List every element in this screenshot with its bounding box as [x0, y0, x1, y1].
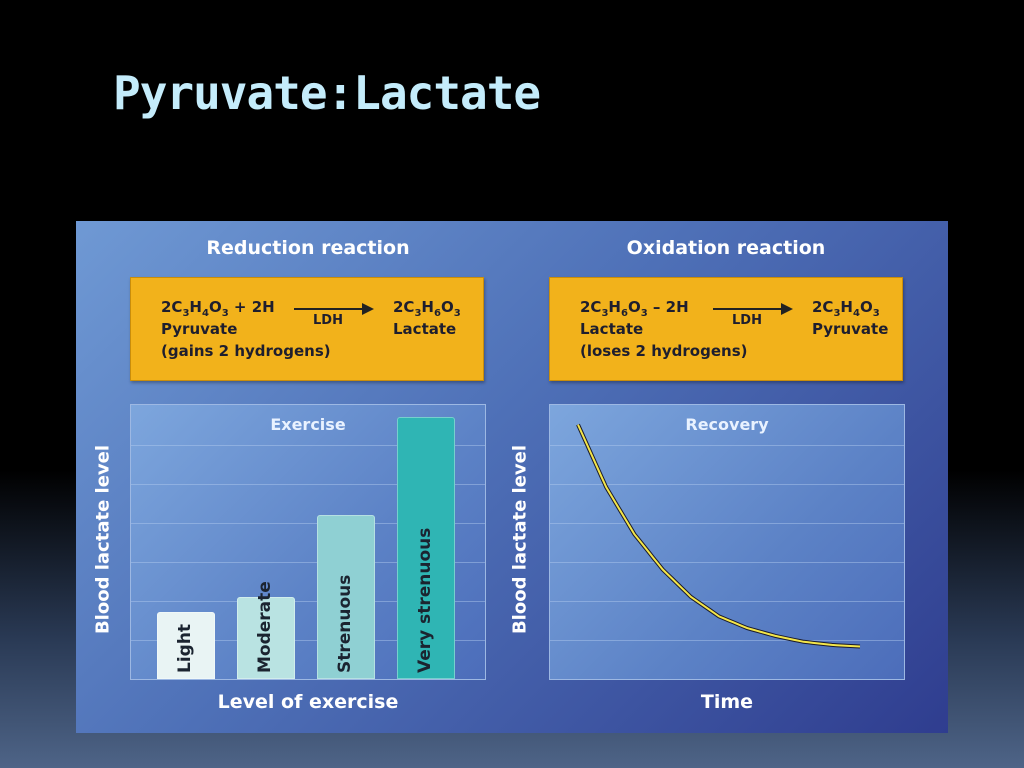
grid-line: [131, 523, 485, 524]
grid-line: [550, 640, 904, 641]
exercise-chart-xlabel: Level of exercise: [217, 691, 399, 713]
bar-light: Light: [157, 612, 215, 679]
reduction-enzyme-label: LDH: [313, 313, 343, 328]
reduction-reactant-formula: 2C3H4O3 + 2H: [161, 298, 275, 319]
reduction-equation-box: 2C3H4O3 + 2H LDH 2C3H6O3 Pyruvate Lactat…: [130, 277, 484, 381]
oxidation-arrow-head: [781, 303, 793, 315]
reduction-product-name: Lactate: [393, 320, 457, 338]
exercise-chart-ylabel: Blood lactate level: [92, 444, 114, 635]
exercise-chart-title: Exercise: [270, 415, 346, 434]
recovery-curve: [577, 424, 861, 648]
oxidation-arrow: [713, 308, 783, 310]
bar-strenuous: Strenuous: [317, 514, 375, 679]
lactate-figure: Reduction reaction 2C3H4O3 + 2H LDH 2C3H…: [76, 221, 948, 733]
reduction-note: (gains 2 hydrogens): [161, 342, 331, 360]
oxidation-note: (loses 2 hydrogens): [580, 342, 748, 360]
slide-title: Pyruvate:Lactate: [113, 66, 541, 120]
recovery-chart-title: Recovery: [685, 415, 769, 434]
recovery-chart-xlabel: Time: [700, 691, 754, 713]
reduction-title: Reduction reaction: [206, 237, 410, 259]
bar-moderate: Moderate: [237, 581, 295, 679]
grid-line: [550, 562, 904, 563]
grid-line: [131, 484, 485, 485]
bar-very-strenuous: Very strenuous: [397, 416, 455, 679]
oxidation-enzyme-label: LDH: [732, 313, 762, 328]
grid-line: [131, 601, 485, 602]
exercise-chart-panel: Exercise Light Moderate Strenuous Very stre…: [130, 404, 486, 680]
grid-line: [550, 601, 904, 602]
reduction-product-formula: 2C3H6O3: [393, 298, 461, 319]
oxidation-equation-box: 2C3H6O3 – 2H LDH 2C3H4O3 Lactate Pyruvat…: [549, 277, 903, 381]
bar-label: Light: [175, 623, 195, 673]
oxidation-product-formula: 2C3H4O3: [812, 298, 880, 319]
bar-label: Moderate: [255, 581, 275, 673]
oxidation-title: Oxidation reaction: [626, 237, 826, 259]
recovery-curve-svg: [576, 423, 861, 649]
reduction-arrow-head: [362, 303, 374, 315]
recovery-chart-ylabel: Blood lactate level: [509, 444, 531, 635]
bar-label: Very strenuous: [415, 527, 435, 673]
oxidation-product-name: Pyruvate: [812, 320, 889, 338]
oxidation-reactant-formula: 2C3H6O3 – 2H: [580, 298, 689, 319]
grid-line: [550, 445, 904, 446]
recovery-chart-panel: Recovery: [549, 404, 905, 680]
grid-line: [550, 523, 904, 524]
bar-label: Strenuous: [335, 574, 355, 673]
grid-line: [131, 562, 485, 563]
recovery-curve-shadow: [576, 423, 861, 649]
grid-line: [550, 484, 904, 485]
reduction-reactant-name: Pyruvate: [161, 320, 238, 338]
oxidation-reactant-name: Lactate: [580, 320, 644, 338]
grid-line: [131, 640, 485, 641]
reduction-arrow: [294, 308, 364, 310]
grid-line: [131, 445, 485, 446]
